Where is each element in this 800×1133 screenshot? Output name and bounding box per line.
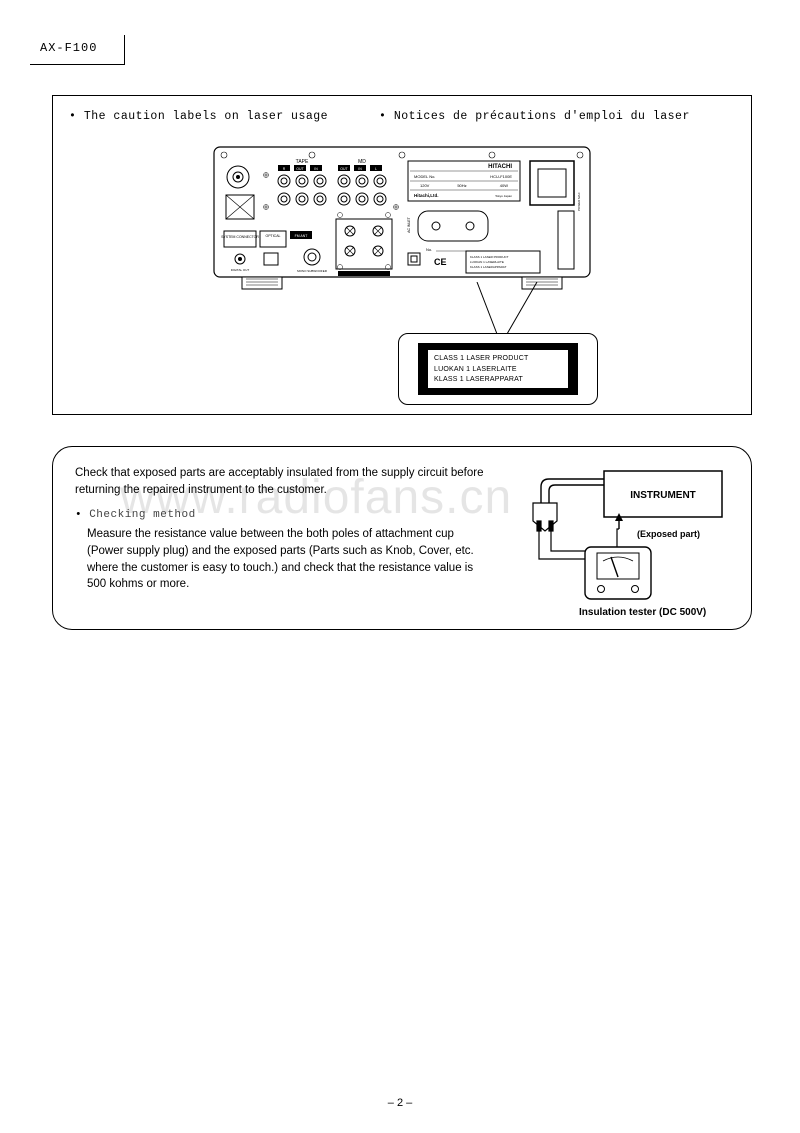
svg-text:L: L — [375, 167, 377, 171]
rear-panel-svg: TAPE MD R OUT IN OUT IN L — [212, 145, 592, 293]
laser-line1: CLASS 1 LASER PRODUCT — [434, 354, 562, 365]
laser-line3: KLASS 1 LASERAPPARAT — [434, 375, 562, 386]
laser-label: CLASS 1 LASER PRODUCT LUOKAN 1 LASERLAIT… — [418, 343, 578, 395]
device-diagram: TAPE MD R OUT IN OUT IN L — [212, 145, 592, 298]
svg-text:CE: CE — [434, 257, 447, 267]
svg-text:MD: MD — [358, 159, 366, 165]
svg-text:Tokyo Japan: Tokyo Japan — [495, 194, 512, 198]
insulation-diagram: INSTRUMENT (Exposed part) — [489, 465, 729, 611]
svg-text:HCU-F100E: HCU-F100E — [490, 174, 512, 179]
check-intro: Check that exposed parts are acceptably … — [75, 465, 489, 498]
laser-caution-box: The caution labels on laser usage Notice… — [52, 95, 752, 415]
svg-text:40W: 40W — [500, 183, 508, 188]
insulation-check-box: Check that exposed parts are acceptably … — [52, 446, 752, 630]
laser-line2: LUOKAN 1 LASERLAITE — [434, 365, 562, 376]
check-method: Measure the resistance value between the… — [87, 526, 489, 593]
svg-text:MONO SUBWOOFER: MONO SUBWOOFER — [297, 269, 328, 273]
svg-text:OUT: OUT — [296, 167, 304, 171]
svg-text:LUOKAN 1 LASERLAITE: LUOKAN 1 LASERLAITE — [470, 260, 504, 264]
svg-text:No.: No. — [426, 247, 432, 252]
callout-lines — [467, 282, 547, 340]
svg-text:INSTRUMENT: INSTRUMENT — [630, 490, 696, 501]
svg-text:50Hz: 50Hz — [457, 183, 466, 188]
svg-text:OPTICAL: OPTICAL — [266, 234, 281, 238]
svg-text:IN: IN — [314, 167, 318, 171]
svg-text:MODEL No.: MODEL No. — [414, 174, 435, 179]
svg-text:POWER MAX: POWER MAX — [577, 192, 581, 211]
svg-text:120V: 120V — [420, 183, 430, 188]
svg-text:KLASS 1 LASERAPPARAT: KLASS 1 LASERAPPARAT — [470, 265, 507, 269]
check-heading: Checking method — [75, 508, 489, 524]
svg-text:KLASS 1 LASER PRODUCT: KLASS 1 LASER PRODUCT — [470, 255, 509, 259]
svg-text:SYSTEM CONNECTOR: SYSTEM CONNECTOR — [221, 235, 259, 239]
page-number: – 2 – — [0, 1097, 800, 1109]
svg-text:FM ANT: FM ANT — [295, 234, 309, 238]
svg-text:IN: IN — [358, 167, 362, 171]
caution-fr: Notices de précautions d'emploi du laser — [379, 110, 690, 123]
svg-text:HITACHI: HITACHI — [488, 164, 512, 170]
svg-text:AC INLET: AC INLET — [407, 216, 411, 233]
svg-text:TAPE: TAPE — [296, 159, 309, 165]
svg-text:Hitachi,Ltd.: Hitachi,Ltd. — [414, 193, 439, 198]
model-header: AX-F100 — [30, 35, 125, 65]
laser-callout-box: CLASS 1 LASER PRODUCT LUOKAN 1 LASERLAIT… — [398, 333, 598, 405]
svg-text:OUT: OUT — [340, 167, 348, 171]
caution-en: The caution labels on laser usage — [69, 110, 379, 123]
svg-text:(Exposed part): (Exposed part) — [637, 529, 700, 539]
svg-text:DIGITAL OUT: DIGITAL OUT — [231, 268, 250, 272]
svg-text:Insulation tester (DC 500V): Insulation tester (DC 500V) — [579, 607, 706, 618]
